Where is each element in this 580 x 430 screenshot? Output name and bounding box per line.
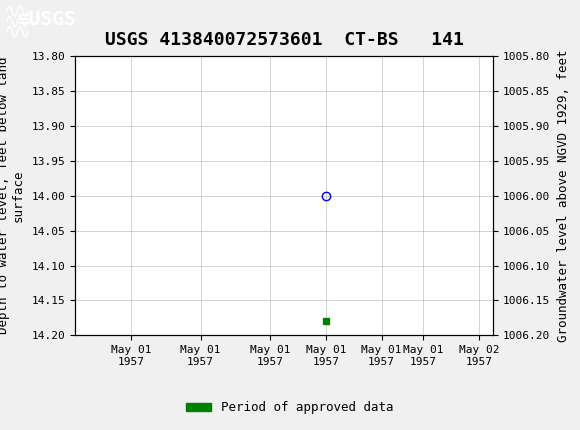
Y-axis label: Depth to water level, feet below land
surface: Depth to water level, feet below land su… — [0, 57, 25, 335]
Text: ≡USGS: ≡USGS — [17, 10, 76, 29]
Y-axis label: Groundwater level above NGVD 1929, feet: Groundwater level above NGVD 1929, feet — [557, 49, 570, 342]
Legend: Period of approved data: Period of approved data — [181, 396, 399, 419]
Title: USGS 413840072573601  CT-BS   141: USGS 413840072573601 CT-BS 141 — [105, 31, 463, 49]
